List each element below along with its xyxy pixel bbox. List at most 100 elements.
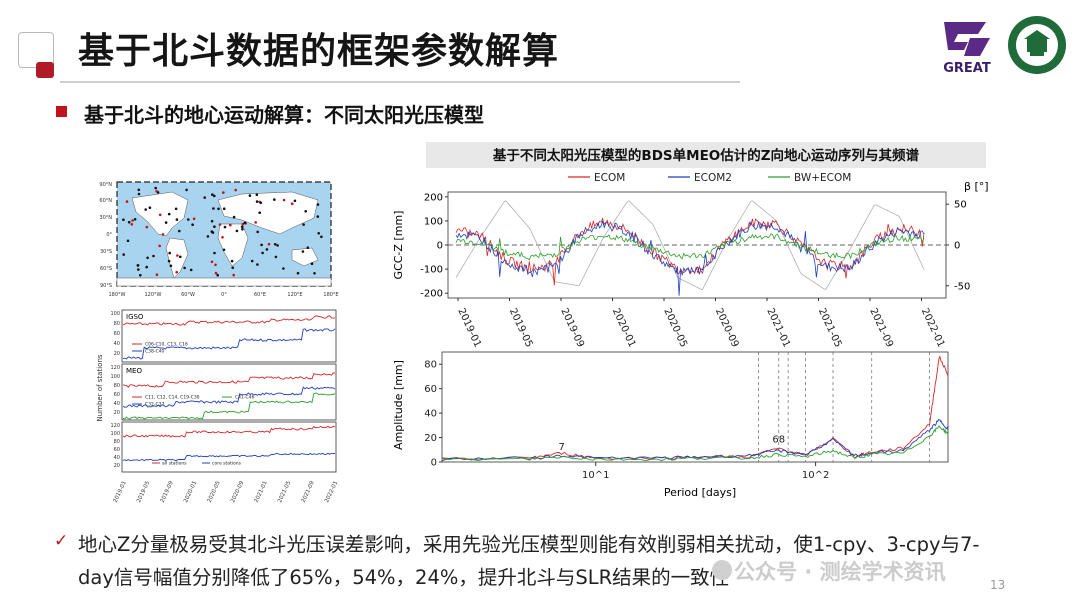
period-annotation: 68 [772,434,785,445]
y-tick-label: -100 [420,265,443,276]
station-dot [260,243,263,247]
station-dot [174,207,178,211]
station-dot [256,263,259,266]
station-dots [122,186,323,277]
station-dot [301,250,305,253]
title-divider [60,81,740,83]
ytick: 60 [114,447,120,453]
station-dot [231,266,234,269]
ytick: 80 [114,439,120,445]
watermark: 公众号 · 测绘学术资讯 [734,560,946,584]
station-dot [137,192,141,196]
station-dot [234,188,237,192]
ecom-spectrum-line [441,355,949,461]
legend-entry: C38-C40 [145,349,164,355]
station-dot [203,196,206,199]
station-dot [154,186,157,190]
station-dot [122,253,125,256]
station-dot [232,215,236,219]
beta-label: β [°] [964,180,988,193]
station-dot [258,211,261,214]
lon-label: 120°E [287,292,302,298]
station-dot [282,198,286,202]
station-dot [161,233,165,236]
y-tick-label: 0 [431,458,437,469]
station-dot [265,248,269,251]
station-dot [139,273,142,277]
station-dot [146,256,149,260]
station-dot [248,194,252,197]
chart-title-band [426,142,986,168]
gcc-axes: -200 -100 0 100 200 -50 0 50 [420,191,970,300]
station-dot [290,202,294,205]
gcc-chart: 基于不同太阳光压模型的BDS单MEO估计的Z向地心运动序列与其频谱 ECOM E… [392,142,988,499]
station-dot [122,218,125,221]
spectrum-series [441,355,949,462]
x-tick-label: 2019-09 [558,307,586,350]
station-dot [211,193,214,196]
ytick: 20 [114,351,120,357]
bullet-square [56,106,67,117]
core-stations-line [122,452,336,462]
station-dot [316,215,320,218]
x-tick-label: 2022-01 [324,480,339,503]
station-dot [187,218,190,221]
x-tick-label: 2021-09 [867,307,895,350]
wechat-icon [712,560,732,580]
ytick: 40 [114,401,120,407]
station-dot [210,230,214,233]
station-dot [222,191,225,194]
meo-green-line [122,392,336,420]
conclusion-text: 地心Z分量极易受其北斗光压误差影响，采用先验光压模型则能有效削弱相关扰动，使1-… [78,528,1038,594]
station-dot [221,236,224,239]
y-tick-label: 0 [437,241,443,252]
station-dot [223,225,227,229]
ecom2-spectrum-line [441,419,949,462]
ytick: 20 [114,410,120,416]
university-seal-icon [1008,16,1066,74]
gcc-x-ticks: 2019-01 2019-05 2019-09 2020-01 2020-05 2020-… [455,298,946,349]
station-dot [259,201,263,205]
bw-ecom-line [455,233,925,261]
station-dot [131,219,134,222]
lat-label: 0° [106,232,112,238]
all-stations-line [122,425,336,438]
station-dot [179,255,182,259]
station-dot [178,229,181,233]
ytick: 20 [114,463,120,469]
section-subtitle: 基于北斗的地心运动解算：不同太阳光压模型 [84,103,484,127]
legend: ECOM ECOM2 BW+ECOM [568,172,851,184]
x-tick-label: 2020-01 [183,480,198,503]
panel-frame [121,421,337,473]
station-dot [175,218,179,221]
station-dot [210,260,214,264]
station-dot [302,223,305,226]
station-dot [148,206,152,209]
logo-text: GREAT [943,61,991,76]
station-dot [243,221,247,225]
station-dot [255,200,259,203]
x-tick-label: 2021-09 [301,480,316,504]
station-dot [276,244,279,247]
station-dot [125,200,129,203]
y2-tick-label: 50 [954,200,967,211]
station-dot [217,207,220,211]
y-tick-label: 100 [424,216,443,227]
spectrum-axes [441,351,949,463]
bw-ecom-spectrum-line [441,425,949,462]
legend-entry: C41-C46 [235,395,254,401]
station-dot [310,262,314,265]
lat-label: 30°S [100,249,112,255]
station-dot [152,254,155,258]
station-dot [145,225,149,229]
x-tick-label: 10^2 [802,470,829,481]
station-dot [214,271,218,275]
legend-entry: C06-C10, C13, C16 [145,342,188,348]
meo-red-line [122,372,336,388]
station-dot [183,266,186,270]
lon-label: 120°W [145,292,162,298]
ytick: 120 [110,365,120,371]
station-dot [145,265,148,269]
station-dot [241,222,245,226]
station-dot [164,221,168,224]
